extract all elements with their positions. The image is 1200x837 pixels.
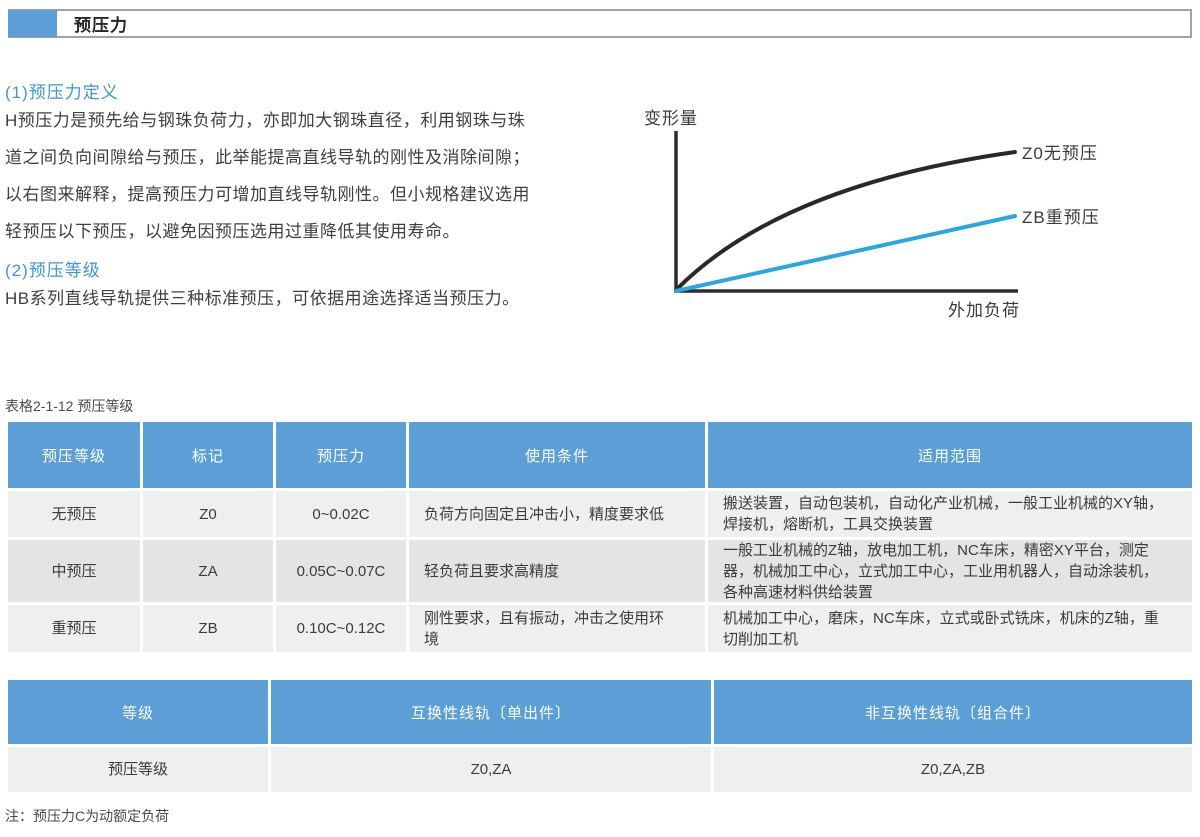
cell-mark: ZA xyxy=(143,540,273,602)
column-header: 等级 xyxy=(8,680,268,744)
cell-non-interchangeable: Z0,ZA,ZB xyxy=(714,747,1192,792)
paragraph-line: 道之间负向间隙给与预压，此举能提高直线导轨的刚性及消除间隙； xyxy=(5,148,530,167)
chart-line-zb xyxy=(674,214,1017,293)
chart-x-axis-label: 外加负荷 xyxy=(948,301,1020,320)
cell-preload: 0.10C~0.12C xyxy=(276,605,406,652)
section2-paragraph: HB系列直线导轨提供三种标准预压，可依据用途选择适当预压力。 xyxy=(5,289,520,308)
footnote: 注：预压力C为动额定负荷 xyxy=(5,808,170,824)
chart-series-label-zb: ZB重预压 xyxy=(1022,208,1100,227)
cell-condition: 轻负荷且要求高精度 xyxy=(409,540,705,602)
page-title: 预压力 xyxy=(74,16,128,35)
column-header: 使用条件 xyxy=(409,422,705,488)
paragraph-line: 以右图来解释，提高预压力可增加直线导轨刚性。但小规格建议选用 xyxy=(5,185,530,204)
column-header: 标记 xyxy=(143,422,273,488)
chart-curve-z0 xyxy=(674,150,1017,292)
column-header: 适用范围 xyxy=(708,422,1192,488)
cell-preload: 0.05C~0.07C xyxy=(276,540,406,602)
section2-heading: (2)预压等级 xyxy=(5,261,101,280)
section1-heading: (1)预压力定义 xyxy=(5,83,119,102)
cell-application: 搬送装置，自动包装机，自动化产业机械，一般工业机械的XY轴，焊接机，熔断机，工具… xyxy=(708,491,1192,537)
chart-series-label-z0: Z0无预压 xyxy=(1022,144,1098,163)
page-title-bar: 预压力 xyxy=(8,9,1192,38)
chart-y-axis-label: 变形量 xyxy=(644,109,698,128)
interchangeability-table: 等级 互换性线轨〔单出件〕 非互换性线轨〔组合件〕 预压等级 Z0,ZA Z0,… xyxy=(8,680,1192,792)
cell-condition: 负荷方向固定且冲击小，精度要求低 xyxy=(409,491,705,537)
cell-preload: 0~0.02C xyxy=(276,491,406,537)
cell-grade: 无预压 xyxy=(8,491,140,537)
cell-grade-label: 预压等级 xyxy=(8,747,268,792)
cell-grade: 中预压 xyxy=(8,540,140,602)
cell-mark: ZB xyxy=(143,605,273,652)
paragraph-line: 轻预压以下预压，以避免因预压选用过重降低其使用寿命。 xyxy=(5,222,460,241)
cell-application: 一般工业机械的Z轴，放电加工机，NC车床，精密XY平台，测定器，机械加工中心，立… xyxy=(708,540,1192,602)
paragraph-line: H预压力是预先给与钢珠负荷力，亦即加大钢珠直径，利用钢珠与珠 xyxy=(5,111,526,130)
cell-mark: Z0 xyxy=(143,491,273,537)
preload-grade-table: 预压等级 标记 预压力 使用条件 适用范围 无预压 Z0 0~0.02C 负荷方… xyxy=(8,422,1192,652)
column-header: 互换性线轨〔单出件〕 xyxy=(271,680,711,744)
cell-grade: 重预压 xyxy=(8,605,140,652)
column-header: 非互换性线轨〔组合件〕 xyxy=(714,680,1192,744)
section1-paragraph: H预压力是预先给与钢珠负荷力，亦即加大钢珠直径，利用钢珠与珠 道之间负向间隙给与… xyxy=(5,102,620,250)
title-accent-square xyxy=(8,10,57,37)
column-header: 预压力 xyxy=(276,422,406,488)
table-caption: 表格2-1-12 预压等级 xyxy=(5,398,134,414)
chart-svg: 变形量 Z0无预压 ZB重预压 外加负荷 xyxy=(644,109,1100,320)
cell-condition: 刚性要求，且有振动，冲击之使用环境 xyxy=(409,605,705,652)
cell-interchangeable: Z0,ZA xyxy=(271,747,711,792)
column-header: 预压等级 xyxy=(8,422,140,488)
preload-deformation-chart: 变形量 Z0无预压 ZB重预压 外加负荷 xyxy=(630,95,1195,335)
cell-application: 机械加工中心，磨床，NC车床，立式或卧式铣床，机床的Z轴，重切削加工机 xyxy=(708,605,1192,652)
